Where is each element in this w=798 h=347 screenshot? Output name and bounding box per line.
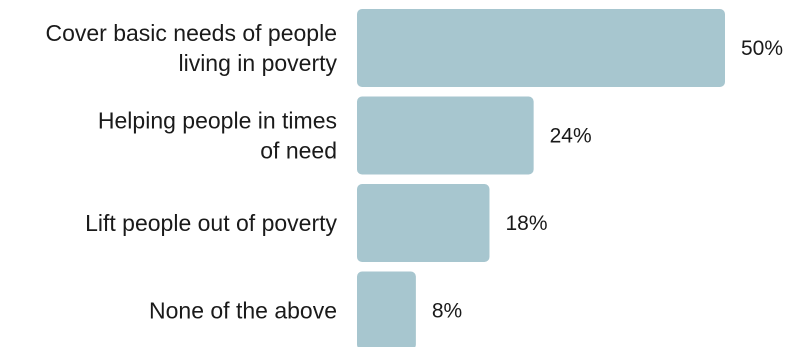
category-label: Cover basic needs of people living in pov… [45,20,337,76]
category-label-line: None of the above [149,298,337,324]
category-label-line: Lift people out of poverty [85,210,337,236]
category-labels-layer: Cover basic needs of people living in pov… [45,20,337,324]
category-label: Lift people out of poverty [85,210,337,236]
value-label: 18% [505,212,547,235]
bar [357,184,490,262]
category-label-line: Cover basic needs of people [45,20,337,46]
category-label-line: of need [260,138,337,164]
category-label: None of the above [149,298,337,324]
value-label: 50% [741,37,783,60]
category-label-line: Helping people in times [98,108,337,134]
value-label: 8% [432,300,462,323]
bar [357,96,534,175]
value-labels-layer: 50% 24% 18% 8% [432,37,783,323]
category-label-line: living in poverty [178,50,337,76]
bars-layer [357,9,725,347]
bar [357,9,725,87]
category-label: Helping people in times of need [98,108,337,164]
bar [357,271,416,347]
value-label: 24% [550,125,592,148]
